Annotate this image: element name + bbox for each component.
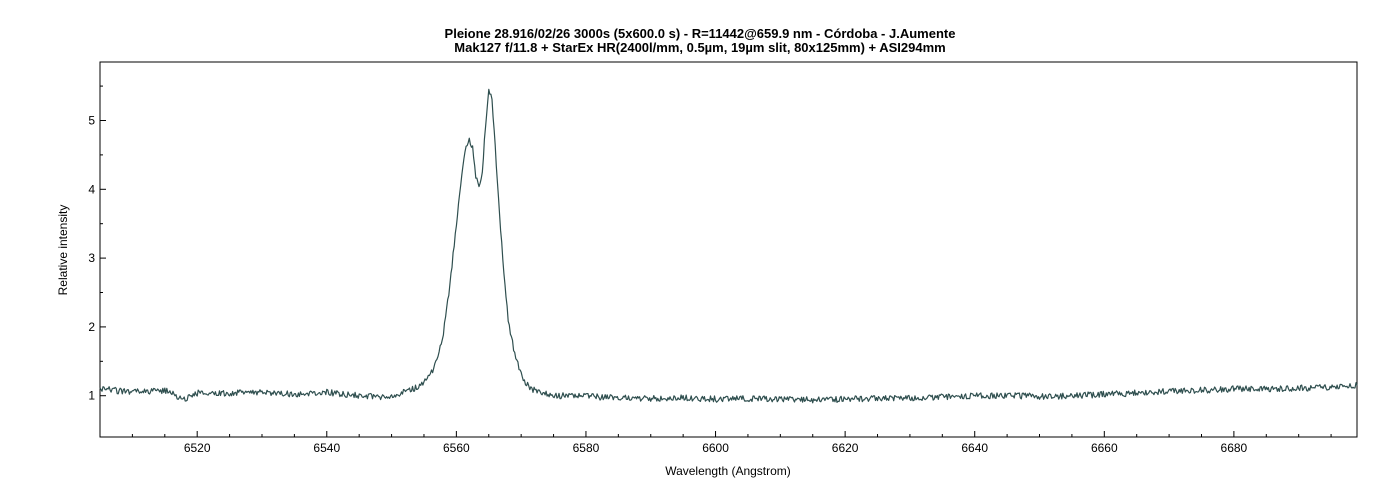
x-axis-ticks: 6520 6540 6560 6580 6600 6620 6640 6660 6680 <box>131 431 1332 455</box>
y-tick-label: 5 <box>88 113 95 127</box>
x-tick-label: 6560 <box>443 441 470 455</box>
x-tick-label: 6680 <box>1221 441 1248 455</box>
x-tick-label: 6540 <box>313 441 340 455</box>
x-tick-label: 6640 <box>961 441 988 455</box>
y-tick-label: 1 <box>88 389 95 403</box>
x-tick-label: 6600 <box>702 441 729 455</box>
spectrum-line <box>99 88 1358 404</box>
chart-subtitle: Mak127 f/11.8 + StarEx HR(2400l/mm, 0.5µ… <box>454 40 945 55</box>
x-tick-label: 6620 <box>832 441 859 455</box>
x-tick-label: 6520 <box>184 441 211 455</box>
y-tick-label: 2 <box>88 320 95 334</box>
chart-title: Pleione 28.916/02/26 3000s (5x600.0 s) -… <box>445 26 956 41</box>
x-tick-label: 6660 <box>1091 441 1118 455</box>
y-axis-ticks: 1 2 3 4 5 <box>88 85 106 403</box>
y-tick-label: 3 <box>88 251 95 265</box>
plot-frame <box>99 61 1358 438</box>
y-axis-label: Relative intensity <box>56 205 70 296</box>
x-axis-label: Wavelength (Angstrom) <box>665 464 791 478</box>
y-tick-label: 4 <box>88 182 95 196</box>
x-tick-label: 6580 <box>573 441 600 455</box>
